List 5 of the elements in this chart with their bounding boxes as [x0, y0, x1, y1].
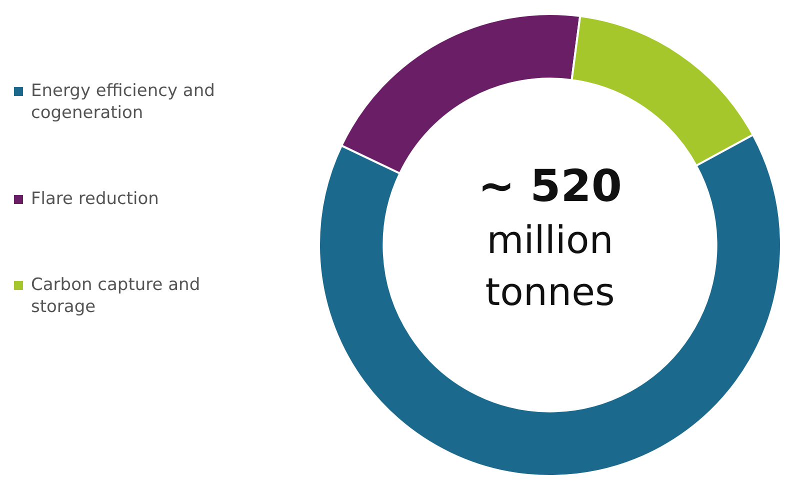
text: ~ 520 — [476, 160, 624, 214]
text: million tonnes — [484, 217, 616, 316]
legend-label: Energy efficiency and cogeneration — [31, 80, 216, 124]
legend-label: Flare reduction — [31, 188, 159, 210]
legend-label: Carbon capture and storage — [31, 274, 202, 318]
